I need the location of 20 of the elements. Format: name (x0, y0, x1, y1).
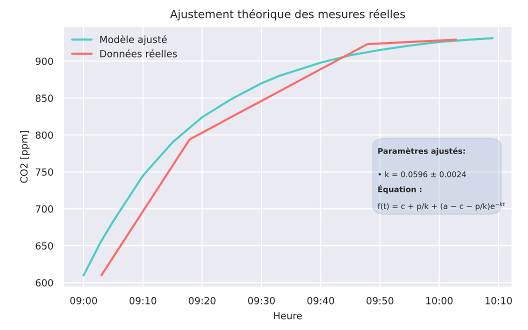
y-tick-label: 650 (36, 242, 53, 250)
legend-label: Données réelles (100, 49, 177, 58)
x-tick-label: 10:10 (486, 296, 512, 304)
chart-title: Ajustement théorique des mesures réelles (170, 9, 405, 20)
x-tick-label: 09:30 (248, 296, 275, 304)
x-tick-label: 09:10 (130, 296, 156, 304)
y-axis-title: CO2 [ppm] (20, 131, 30, 183)
x-axis-title: Heure (274, 312, 302, 320)
x-tick-label: 09:20 (188, 296, 216, 304)
y-tick-label: 600 (36, 279, 53, 286)
y-tick-label: 700 (36, 205, 53, 213)
x-tick-label: 09:50 (366, 296, 394, 304)
x-tick-label: 10:00 (426, 296, 453, 304)
y-tick-label: 850 (36, 94, 53, 102)
y-tick-label: 750 (36, 168, 53, 176)
x-tick-label: 09:00 (70, 296, 97, 304)
x-tick-label: 09:40 (307, 296, 334, 304)
y-tick-label: 800 (36, 131, 53, 139)
y-tick-label: 900 (36, 58, 53, 65)
legend-label: Modèle ajusté (100, 35, 167, 45)
